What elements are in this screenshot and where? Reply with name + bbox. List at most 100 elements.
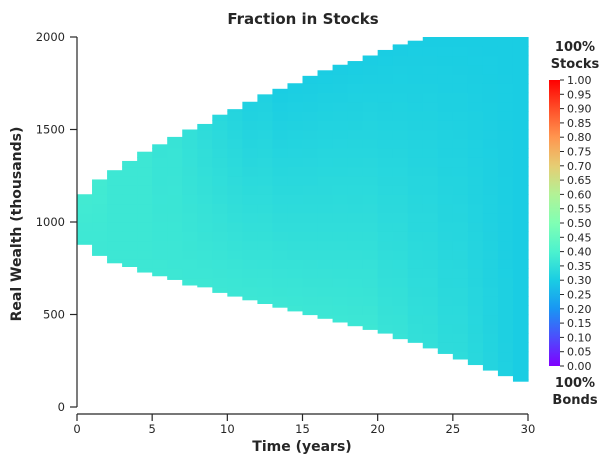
heatmap-cell — [167, 240, 183, 251]
heatmap-cell — [467, 231, 484, 242]
heatmap-cell — [347, 138, 364, 149]
heatmap-cell — [137, 203, 153, 214]
colorbar-tick-label: 0.45 — [567, 231, 592, 244]
heatmap-cell — [287, 203, 304, 214]
heatmap-cell — [137, 249, 153, 260]
heatmap-cell — [77, 212, 93, 223]
heatmap-cell — [407, 249, 424, 260]
heatmap-cell — [392, 277, 409, 288]
heatmap-cell — [317, 175, 334, 186]
heatmap-cell — [407, 120, 424, 131]
heatmap-cell — [362, 222, 379, 232]
heatmap-cell — [377, 240, 394, 251]
heatmap-cell — [482, 46, 499, 57]
heatmap-cell — [227, 129, 243, 140]
heatmap-cell — [377, 259, 394, 269]
heatmap-cell — [287, 249, 304, 260]
heatmap-cell — [452, 111, 469, 121]
heatmap-cell — [407, 333, 424, 343]
heatmap-cell — [107, 249, 123, 260]
heatmap-cell — [497, 323, 514, 334]
heatmap-cell — [407, 203, 424, 214]
heatmap-cell — [332, 296, 349, 306]
heatmap-cell — [332, 64, 349, 75]
heatmap-cell — [407, 92, 424, 103]
heatmap-cell — [167, 277, 183, 280]
heatmap-cell — [407, 194, 424, 205]
heatmap-cell — [242, 249, 258, 260]
heatmap-cell — [392, 138, 409, 149]
heatmap-cell — [452, 296, 469, 306]
heatmap-cell — [272, 277, 289, 288]
heatmap-cell — [497, 64, 514, 75]
heatmap-cell — [362, 305, 379, 316]
heatmap-cell — [122, 249, 138, 260]
heatmap-cell — [392, 74, 409, 84]
heatmap-cell — [242, 138, 258, 149]
heatmap-cell — [212, 249, 228, 260]
heatmap-cell — [182, 231, 198, 242]
heatmap-cell — [272, 222, 289, 232]
heatmap-cell — [272, 166, 289, 177]
heatmap-cell — [152, 175, 168, 186]
heatmap-cell — [227, 240, 243, 251]
heatmap-cell — [287, 277, 304, 288]
heatmap-cell — [302, 249, 319, 260]
colorbar-tick-label: 0.10 — [567, 331, 592, 344]
heatmap-cell — [452, 342, 469, 353]
heatmap-cell — [257, 286, 274, 297]
heatmap-cell — [107, 194, 123, 205]
heatmap-cell — [437, 351, 454, 354]
heatmap-cell — [332, 194, 349, 205]
heatmap-cell — [482, 277, 499, 288]
heatmap-cell — [377, 305, 394, 316]
heatmap-cell — [392, 157, 409, 168]
heatmap-cell — [482, 342, 499, 353]
heatmap-cell — [242, 175, 258, 186]
heatmap-cell — [497, 268, 514, 279]
heatmap-cell — [92, 185, 108, 195]
heatmap-cell — [362, 92, 379, 103]
heatmap-cell — [482, 323, 499, 334]
heatmap-cell — [242, 296, 258, 301]
heatmap-cell — [332, 120, 349, 131]
heatmap-cell — [272, 259, 289, 269]
heatmap-cell — [437, 111, 454, 121]
heatmap-cell — [422, 157, 439, 168]
heatmap-cell — [482, 111, 499, 121]
heatmap-cell — [197, 203, 213, 214]
heatmap-cell — [422, 148, 439, 158]
heatmap-cell — [452, 138, 469, 149]
heatmap-cell — [317, 74, 334, 84]
heatmap-cell — [512, 64, 529, 75]
heatmap-cell — [287, 185, 304, 195]
heatmap-cell — [227, 148, 243, 158]
colorbar-top-label-line2: Stocks — [551, 57, 600, 72]
heatmap-cell — [377, 111, 394, 121]
heatmap-cell — [422, 333, 439, 343]
heatmap-cell — [512, 120, 529, 131]
heatmap-cell — [497, 46, 514, 57]
heatmap-cell — [152, 249, 168, 260]
heatmap-cell — [152, 166, 168, 177]
heatmap-cell — [152, 222, 168, 232]
heatmap-cell — [317, 129, 334, 140]
y-tick-label: 1000 — [36, 215, 65, 229]
heatmap-cell — [512, 259, 529, 269]
heatmap-cell — [407, 74, 424, 84]
heatmap-cell — [482, 55, 499, 66]
colorbar-tick-label: 0.90 — [567, 103, 592, 116]
heatmap-cell — [452, 157, 469, 168]
heatmap-cell — [497, 37, 514, 47]
heatmap-cell — [317, 166, 334, 177]
heatmap-cell — [437, 249, 454, 260]
heatmap-cell — [257, 222, 274, 232]
heatmap-cell — [152, 148, 168, 158]
heatmap-cell — [197, 166, 213, 177]
heatmap-cell — [347, 231, 364, 242]
heatmap-cell — [422, 64, 439, 75]
heatmap-cell — [362, 157, 379, 168]
heatmap-cell — [347, 240, 364, 251]
heatmap-cell — [497, 92, 514, 103]
